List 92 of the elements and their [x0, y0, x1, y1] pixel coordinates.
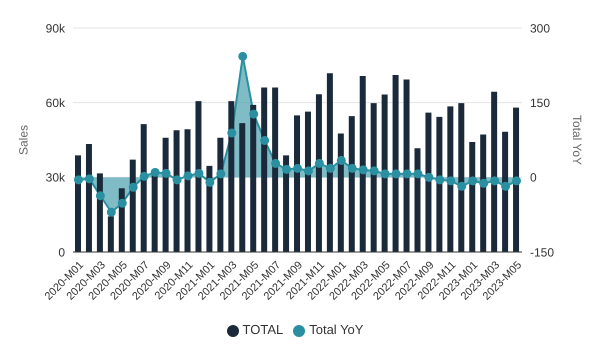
point: [238, 52, 248, 61]
point: [128, 182, 138, 192]
bar: [480, 134, 486, 252]
bar: [370, 103, 377, 252]
bar: [502, 132, 508, 252]
point: [424, 172, 434, 182]
point: [271, 158, 280, 168]
bar: [414, 148, 420, 252]
bar: [75, 155, 81, 252]
bar: [206, 166, 212, 252]
point: [162, 168, 171, 178]
point: [304, 166, 313, 176]
point: [512, 176, 522, 186]
point: [358, 165, 368, 174]
bar: [228, 101, 234, 252]
bar: [294, 115, 300, 252]
point: [326, 164, 335, 173]
legend-label: Total YoY: [309, 322, 364, 337]
bar: [491, 92, 498, 252]
point: [293, 164, 302, 173]
point: [282, 164, 292, 174]
point: [140, 172, 149, 181]
legend-label: TOTAL: [242, 322, 284, 337]
bar: [272, 87, 278, 252]
point: [205, 178, 214, 187]
point: [172, 175, 182, 184]
point: [106, 208, 116, 217]
bar: [140, 124, 147, 252]
bar: [283, 155, 290, 252]
point: [260, 136, 270, 145]
bar: [338, 134, 344, 252]
point: [150, 168, 160, 177]
point: [194, 168, 204, 178]
y-tick-label: 90k: [46, 21, 66, 36]
point: [392, 169, 401, 178]
point: [490, 176, 500, 186]
bar: [469, 142, 476, 252]
bar: [250, 104, 256, 252]
point: [413, 169, 422, 178]
point: [249, 110, 258, 119]
y-tick-label: 30k: [46, 170, 66, 185]
bar: [184, 129, 191, 252]
point: [435, 175, 444, 184]
bar: [162, 138, 169, 252]
y2-axis-title: Total YoY: [570, 114, 584, 166]
bar: [195, 101, 202, 252]
bar: [447, 106, 454, 252]
bar: [436, 116, 442, 252]
point: [74, 175, 83, 184]
point: [118, 198, 127, 208]
bar: [326, 73, 333, 252]
point: [84, 174, 94, 184]
bar: [425, 112, 432, 252]
bar: [360, 76, 366, 252]
bar: [130, 160, 136, 252]
point: [479, 178, 488, 188]
bar: [404, 80, 410, 252]
y-tick-label: 0: [58, 245, 66, 260]
y2-tick-label: -150: [530, 245, 554, 260]
point: [183, 171, 192, 180]
point: [216, 169, 226, 178]
y-tick-label: 60k: [46, 96, 66, 110]
bar: [217, 138, 224, 252]
y2-tick-label: 150: [530, 96, 550, 110]
point: [96, 191, 105, 200]
y2-tick-label: 300: [530, 21, 550, 36]
bar: [239, 123, 246, 252]
bar: [392, 75, 399, 252]
point: [314, 158, 324, 168]
bar: [108, 216, 114, 252]
bar: [382, 94, 388, 252]
bar: [174, 130, 180, 252]
point: [380, 169, 390, 178]
bar: [152, 174, 158, 252]
point: [370, 166, 379, 176]
bar: [348, 116, 355, 252]
y2-tick-label: 0: [530, 170, 537, 185]
bar: [86, 144, 92, 252]
bar: [304, 112, 311, 252]
bar: [316, 94, 322, 252]
point: [402, 169, 412, 178]
point: [501, 182, 510, 191]
bar: [513, 108, 520, 252]
point: [457, 182, 466, 191]
point: [468, 176, 478, 186]
bar: [261, 87, 268, 252]
point: [227, 128, 236, 138]
y-axis-title: Sales: [16, 124, 30, 156]
point: [336, 156, 346, 165]
point: [446, 176, 456, 186]
point: [348, 164, 357, 173]
bar: [458, 103, 464, 252]
